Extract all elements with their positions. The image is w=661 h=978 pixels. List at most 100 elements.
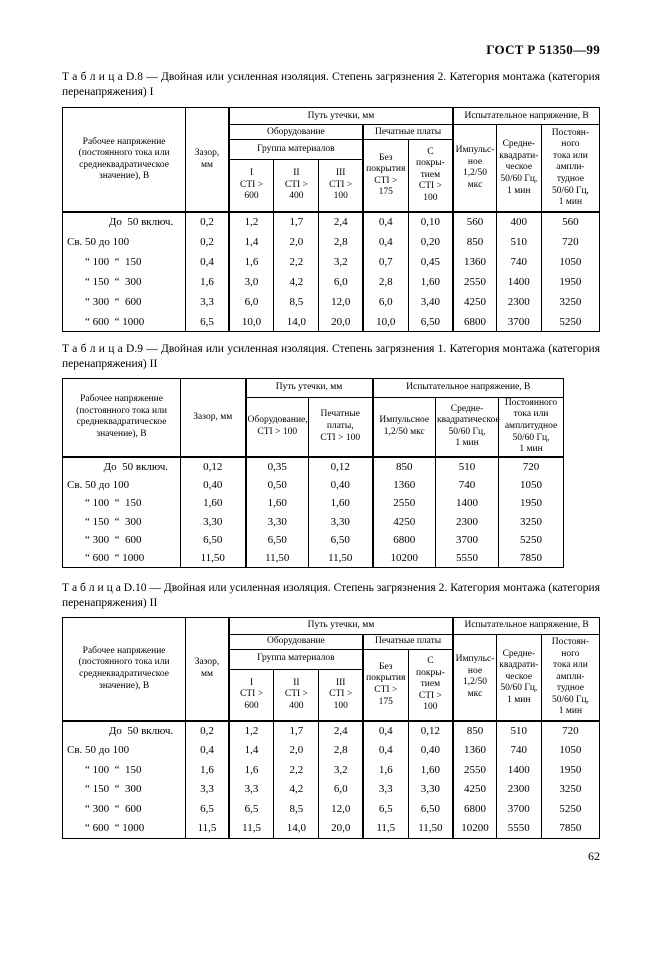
cell-dc: 5250: [498, 530, 565, 550]
cell-rms: 5550: [495, 818, 542, 839]
cell-group1: 6,0: [227, 291, 275, 312]
cell-rms: 400: [495, 210, 542, 232]
table-d10: Рабочее напряжение (постоянного тока или…: [61, 616, 601, 839]
cell-group2: 2,0: [273, 740, 320, 761]
col-header-impulse: Импульс- ное 1,2/50 мкс: [452, 124, 497, 213]
col-header-equipment: Оборудование, CTI > 100: [244, 396, 309, 458]
col-header-voltage: Рабочее напряжение (постоянного тока или…: [62, 377, 181, 458]
cell-coated: 0,20: [407, 231, 454, 252]
table-d8-title: Т а б л и ц а D.8 — Двойная или усиленна…: [62, 71, 600, 98]
table-row: “ 300 “ 600 3,3 6,0 8,5 12,0 6,0 3,40 42…: [61, 291, 601, 312]
row-label: Св. 50 до 100: [61, 740, 187, 761]
cell-uncoated: 0,7: [361, 251, 409, 272]
cell-coated: 3,40: [407, 291, 454, 312]
cell-clearance: 1,6: [185, 271, 230, 292]
table-row: Группа материалов Без покрытия CTI > 175…: [63, 648, 600, 722]
cell-group3: 2,8: [318, 231, 364, 252]
table-row: I CTI > 600 II CTI > 400 III CTI > 100: [63, 668, 600, 722]
cell-rms: 2300: [495, 291, 542, 312]
cell-group2: 2,2: [273, 760, 320, 780]
cell-equipment: 3,30: [244, 512, 309, 531]
cell-group2: 14,0: [273, 818, 320, 839]
cell-rms: 1400: [495, 760, 542, 780]
cell-impulse: 850: [452, 720, 497, 741]
row-label: “ 300 “ 600: [61, 291, 187, 312]
cell-clearance: 3,3: [185, 779, 230, 800]
cell-dc: 720: [498, 455, 565, 476]
cell-group1: 1,6: [227, 251, 275, 272]
row-label: “ 100 “ 150: [61, 760, 187, 780]
row-label: Св. 50 до 100: [62, 475, 181, 494]
cell-dc: 720: [540, 231, 601, 252]
cell-clearance: 11,5: [185, 818, 230, 839]
col-header-coated: С покры- тием CTI > 100: [407, 139, 454, 213]
cell-rms: 2300: [495, 779, 542, 800]
cell-clearance: 0,2: [185, 210, 230, 232]
table-d10-title: Т а б л и ц а D.10 — Двойная или усиленн…: [62, 582, 600, 609]
table-row: Св. 50 до 100 0,40 0,50 0,40 1360 740 10…: [62, 475, 565, 494]
col-header-dc: Постоянного тока или амплитудное 50/60 Г…: [498, 396, 565, 458]
cell-group3: 6,0: [318, 271, 364, 292]
cell-coated: 1,60: [407, 271, 454, 292]
cell-pcb: 3,30: [307, 512, 374, 531]
table-d9-title: Т а б л и ц а D.9 — Двойная или усиленна…: [62, 343, 600, 371]
cell-uncoated: 0,4: [361, 210, 409, 232]
cell-dc: 1050: [540, 740, 601, 761]
cell-clearance: 6,5: [185, 311, 230, 332]
cell-impulse: 6800: [452, 799, 497, 819]
col-header-creepage: Путь утечки, мм: [227, 616, 454, 635]
cell-clearance: 1,6: [185, 760, 230, 780]
row-label: “ 150 “ 300: [61, 779, 187, 800]
cell-group2: 2,2: [273, 251, 320, 272]
cell-coated: 0,40: [407, 740, 454, 761]
cell-rms: 510: [435, 455, 500, 476]
col-header-voltage: Рабочее напряжение (постоянного тока или…: [61, 616, 187, 722]
cell-rms: 740: [495, 740, 542, 761]
col-header-dc: Постоян- ного тока или ампли- тудное 50/…: [540, 633, 601, 722]
col-header-test-voltage: Испытательное напряжение, В: [452, 616, 601, 635]
col-header-pcb: Печатные платы: [361, 633, 454, 650]
cell-equipment: 1,60: [244, 493, 309, 513]
cell-coated: 0,10: [407, 210, 454, 232]
col-header-group3: III CTI > 100: [318, 159, 364, 213]
cell-equipment: 11,50: [244, 549, 309, 568]
cell-group1: 1,4: [227, 740, 275, 761]
cell-group3: 20,0: [318, 818, 364, 839]
cell-rms: 1400: [495, 271, 542, 292]
cell-impulse: 4250: [452, 779, 497, 800]
cell-uncoated: 1,6: [361, 760, 409, 780]
cell-impulse: 1360: [452, 251, 497, 272]
cell-group3: 12,0: [318, 799, 364, 819]
cell-uncoated: 0,4: [361, 740, 409, 761]
cell-uncoated: 11,5: [361, 818, 409, 839]
cell-group2: 1,7: [273, 720, 320, 741]
cell-dc: 5250: [540, 311, 601, 332]
cell-group3: 3,2: [318, 760, 364, 780]
table-row: I CTI > 600 II CTI > 400 III CTI > 100: [63, 159, 600, 213]
table-row: Рабочее напряжение (постоянного тока или…: [62, 377, 565, 458]
row-label: До 50 включ.: [61, 720, 187, 741]
cell-group1: 1,6: [227, 760, 275, 780]
cell-impulse: 850: [452, 231, 497, 252]
cell-coated: 11,50: [407, 818, 454, 839]
col-header-pcb: Печатные платы: [361, 124, 454, 141]
col-header-material-group: Группа материалов: [227, 139, 364, 161]
cell-uncoated: 0,4: [361, 720, 409, 741]
cell-rms: 510: [495, 720, 542, 741]
cell-equipment: 0,50: [244, 475, 309, 494]
col-header-rms: Средне- квадратическое 50/60 Гц, 1 мин: [435, 396, 500, 458]
cell-rms: 740: [495, 251, 542, 272]
table-d9-body: До 50 включ. 0,12 0,35 0,12 850 510 720 …: [62, 455, 565, 568]
cell-pcb: 6,50: [307, 530, 374, 550]
col-header-material-group: Группа материалов: [227, 648, 364, 670]
table-row: До 50 включ. 0,12 0,35 0,12 850 510 720: [62, 455, 565, 476]
col-header-rms: Средне- квадрати- ческое 50/60 Гц, 1 мин: [495, 124, 542, 213]
table-row: “ 600 “ 1000 6,5 10,0 14,0 20,0 10,0 6,5…: [61, 311, 601, 332]
cell-group3: 2,8: [318, 740, 364, 761]
cell-impulse: 6800: [371, 530, 437, 550]
cell-impulse: 1360: [371, 475, 437, 494]
cell-clearance: 3,30: [180, 512, 246, 531]
row-label: “ 300 “ 600: [62, 530, 181, 550]
col-header-creepage: Путь утечки, мм: [227, 107, 454, 126]
table-row: “ 150 “ 300 3,30 3,30 3,30 4250 2300 325…: [62, 512, 565, 531]
